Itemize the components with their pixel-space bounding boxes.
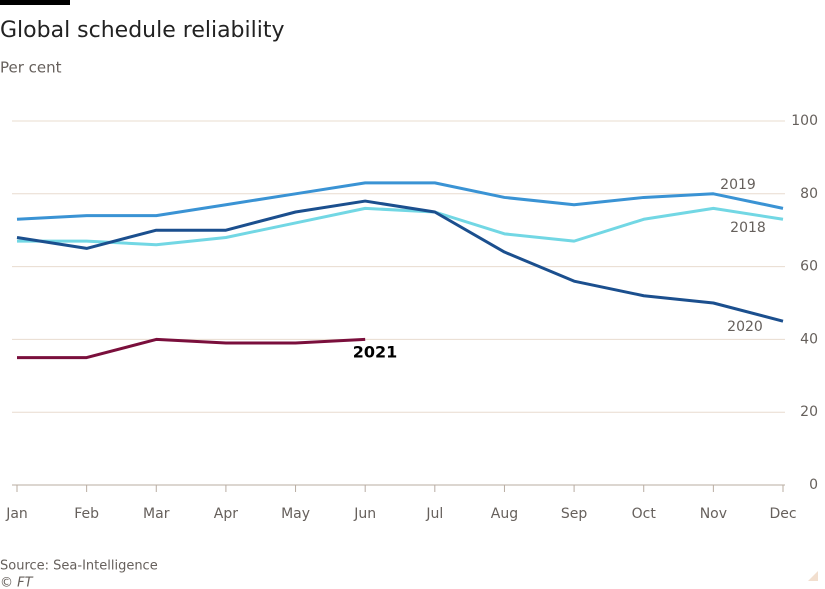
chart-title: Global schedule reliability [0, 18, 285, 43]
series-label: 2018 [730, 220, 766, 236]
x-tick-label: Oct [632, 506, 657, 522]
series-label: 2019 [720, 177, 756, 193]
x-tick-label: Nov [700, 506, 727, 522]
x-tick-label: Jul [425, 506, 443, 522]
credit: © FT [0, 576, 34, 589]
series-line [16, 199, 784, 323]
x-tick-label: Apr [214, 506, 238, 522]
series-line [16, 181, 784, 221]
x-tick-label: Aug [491, 506, 518, 522]
brand-bar [0, 0, 70, 5]
y-tick-label: 60 [800, 259, 818, 275]
x-tick-label: Mar [143, 506, 170, 522]
y-tick-label: 100 [791, 113, 818, 129]
series-line [17, 206, 784, 247]
series-line [17, 337, 366, 360]
chart-subtitle: Per cent [0, 59, 62, 77]
y-tick-label: 40 [800, 331, 818, 347]
x-tick-label: Jun [353, 506, 376, 522]
x-tick-label: Feb [74, 506, 99, 522]
series-label: 2020 [727, 319, 763, 335]
x-tick-label: Sep [561, 506, 588, 522]
y-tick-label: 80 [800, 186, 818, 202]
x-tick-label: Dec [769, 506, 796, 522]
y-tick-label: 20 [800, 404, 818, 420]
corner-icon [808, 571, 818, 581]
y-tick-label: 0 [809, 477, 818, 493]
x-tick-label: Jan [5, 506, 28, 522]
series-label: 2021 [353, 343, 398, 362]
source: Source: Sea-Intelligence [0, 559, 158, 574]
x-tick-label: May [281, 506, 310, 522]
